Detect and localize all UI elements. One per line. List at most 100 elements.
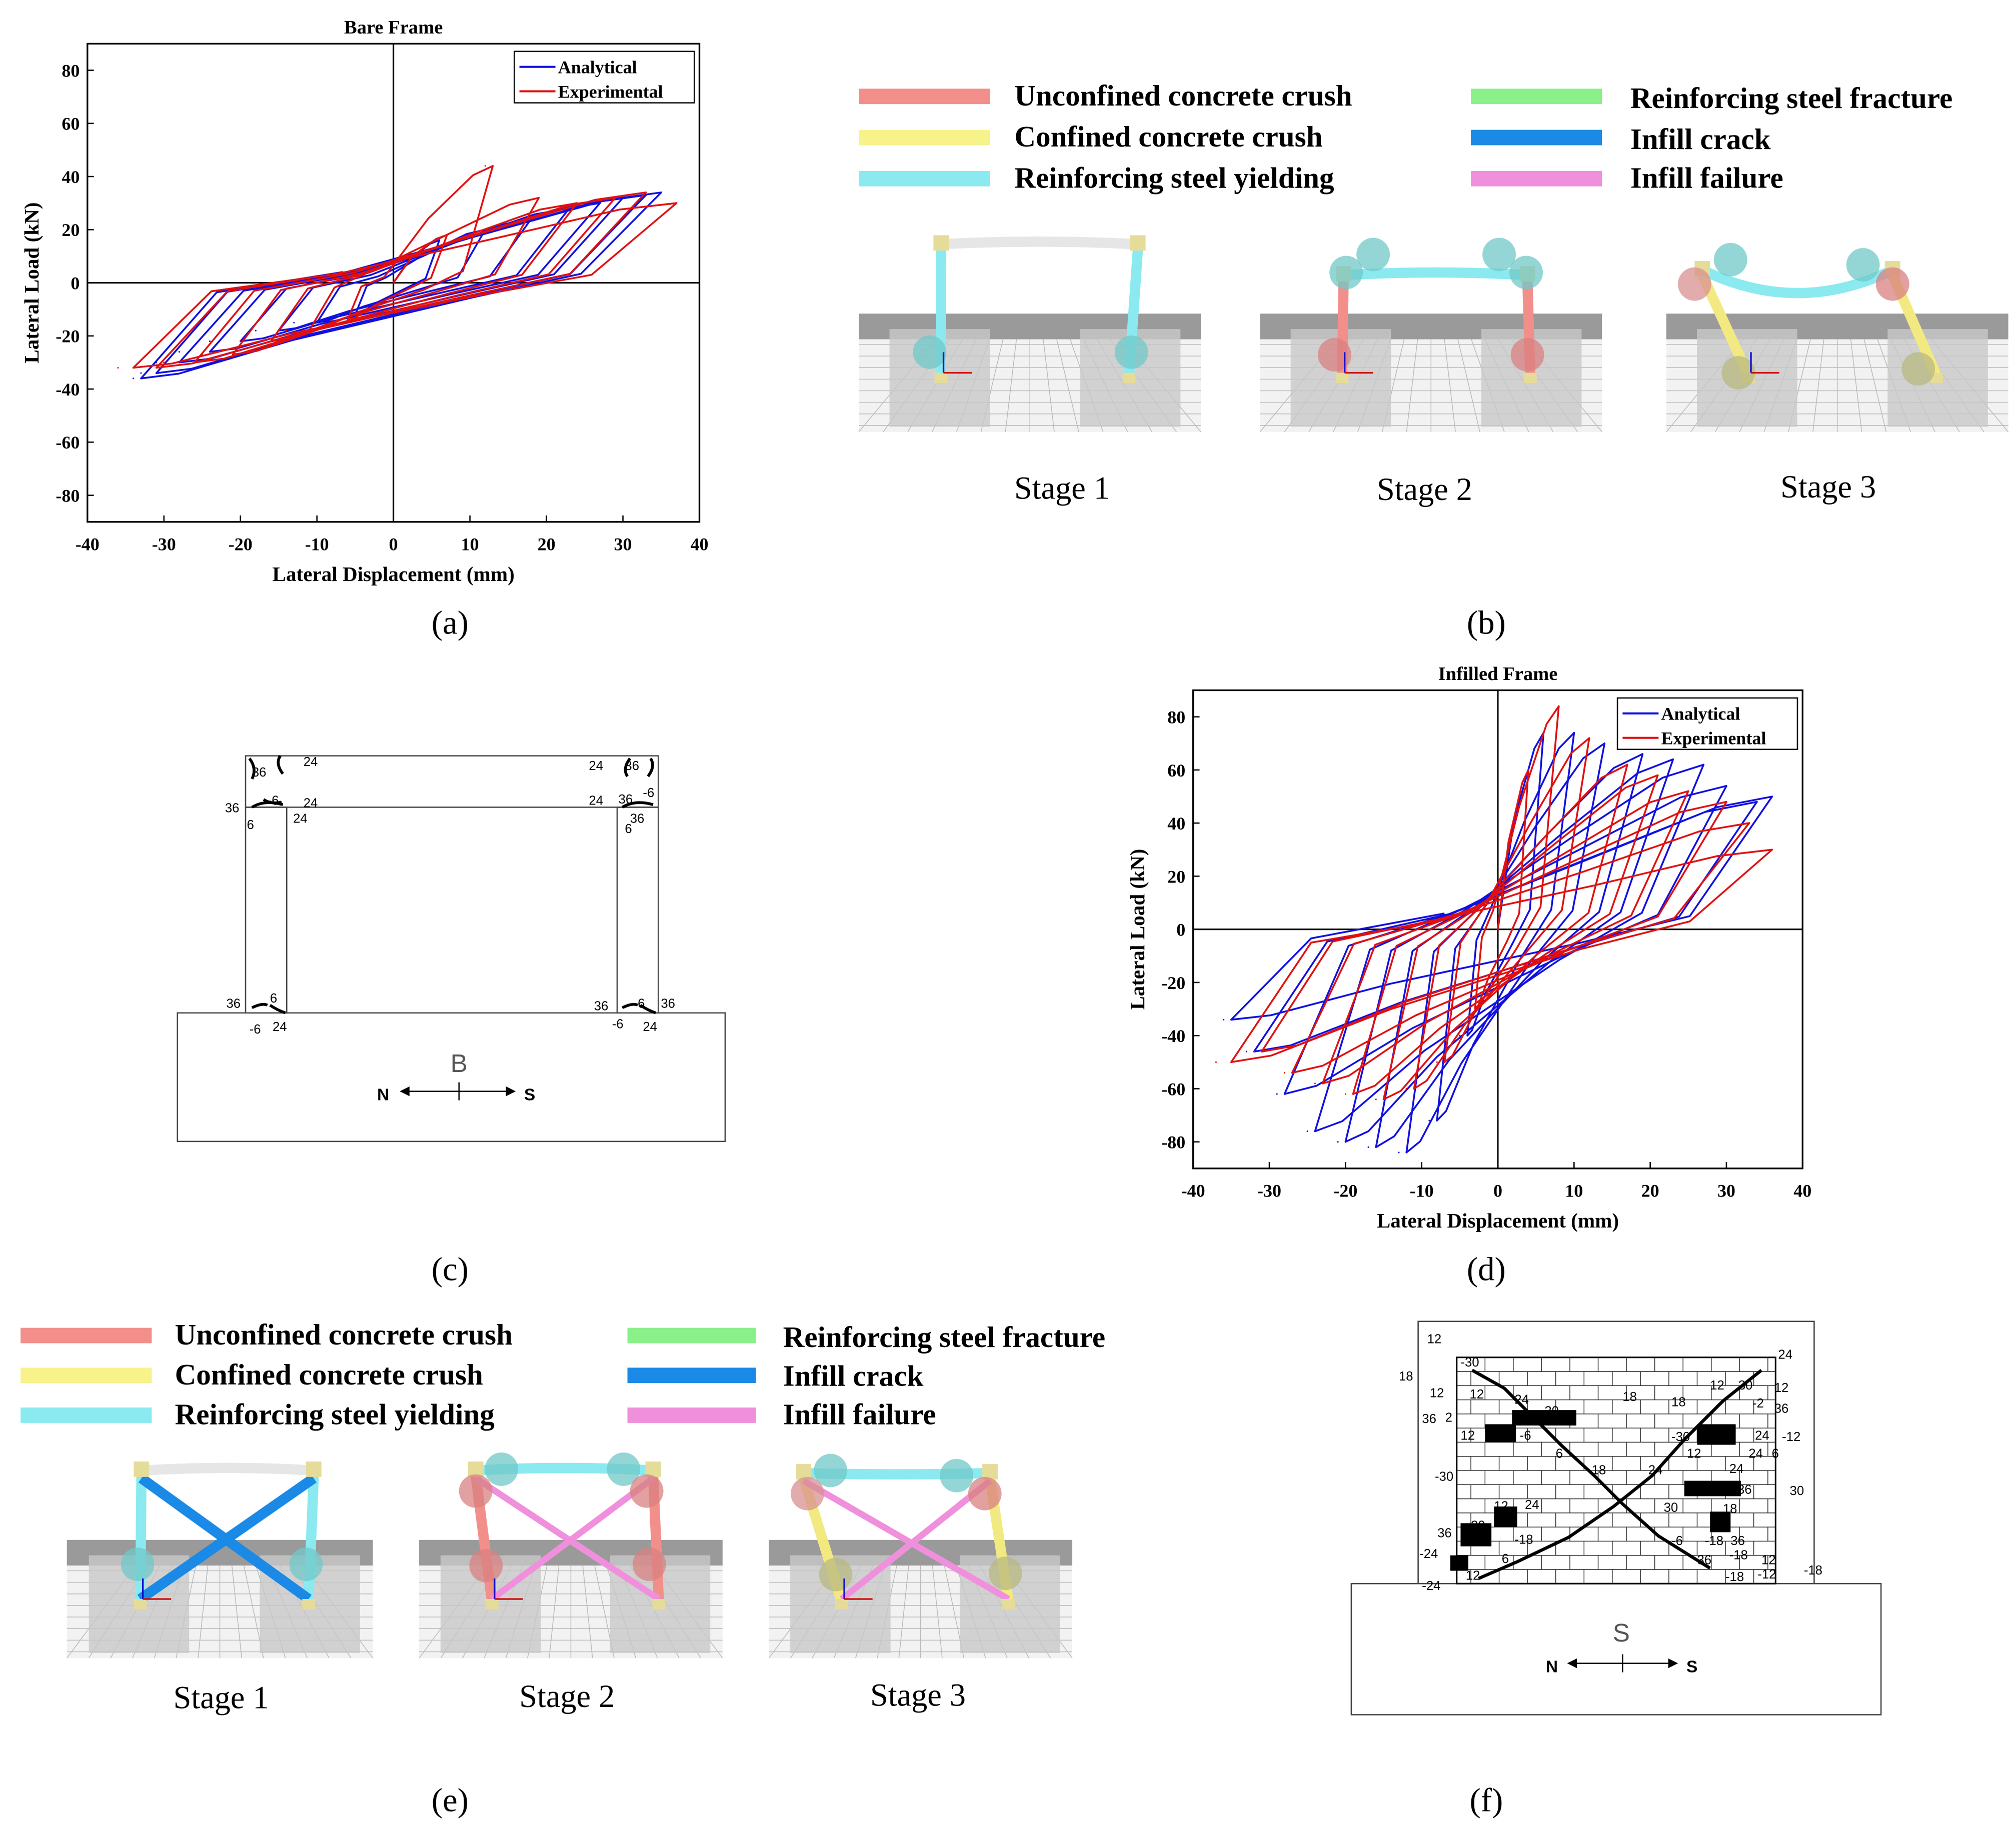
peak-point — [1756, 801, 1757, 802]
crack-label: 12 — [1710, 1378, 1724, 1392]
peak-point — [622, 197, 624, 198]
y-tick-label: 80 — [62, 60, 80, 80]
peak-point — [1748, 822, 1750, 824]
peak-point — [538, 197, 540, 198]
sketch-letter: B — [451, 1048, 468, 1078]
crack-label: 24 — [273, 1020, 287, 1034]
crack-label: 24 — [1525, 1498, 1539, 1512]
y-tick-label: 20 — [1167, 866, 1185, 886]
y-tick-label: 60 — [62, 114, 80, 134]
hinge-marker — [121, 1548, 155, 1581]
peak-point — [133, 367, 134, 368]
crack-label: 36 — [625, 759, 639, 773]
crack-label: 30 — [1664, 1500, 1678, 1514]
failure-legend-b: Unconfined concrete crush Confined concr… — [859, 79, 1952, 194]
hinge-marker — [459, 1474, 493, 1508]
crack-label: -6 — [1520, 1428, 1531, 1442]
series-line-experimental — [134, 166, 677, 368]
crack-label: 36 — [225, 802, 240, 816]
peak-point — [676, 202, 677, 204]
hinge-marker — [1318, 338, 1351, 372]
crack-label: -6 — [1671, 1534, 1683, 1548]
hinge-marker — [913, 336, 946, 369]
joint — [134, 1462, 149, 1477]
crack-label: 24 — [1648, 1464, 1663, 1478]
sketch-letter: S — [1613, 1618, 1630, 1647]
joint — [1130, 235, 1146, 250]
hinge-marker — [485, 1452, 518, 1486]
x-tick-label: -10 — [305, 534, 329, 554]
peak-point — [339, 314, 341, 316]
peak-point — [645, 192, 647, 193]
panel-label-e: (e) — [432, 1782, 469, 1818]
series-line-analytical — [141, 192, 661, 378]
crack-label: 18 — [1723, 1502, 1737, 1516]
crack-label: 24 — [1748, 1446, 1763, 1460]
crack-label: -6 — [268, 794, 279, 808]
peak-point — [1398, 1152, 1399, 1153]
peak-point — [645, 194, 647, 196]
x-tick-label: -10 — [1410, 1180, 1434, 1200]
peak-point — [660, 192, 662, 193]
stage-caption: Stage 1 — [174, 1680, 269, 1716]
stage-caption: Stage 2 — [1377, 472, 1472, 507]
peak-point — [293, 322, 295, 324]
y-tick-label: -40 — [1161, 1026, 1185, 1046]
foundation — [1351, 1584, 1881, 1714]
swatch-infill-failure — [628, 1408, 756, 1423]
panel-label-c: (c) — [432, 1251, 469, 1288]
beam — [142, 1468, 314, 1470]
crack-label: 30 — [1738, 1378, 1753, 1392]
peak-point — [1253, 1051, 1255, 1052]
crack-label: 6 — [247, 818, 254, 832]
support — [935, 373, 948, 384]
y-axis-label: Lateral Load (kN) — [20, 202, 44, 364]
crack-label: -6 — [612, 1018, 624, 1032]
legend-label: Infill crack — [1630, 122, 1771, 156]
crack-label: 18 — [1592, 1464, 1606, 1478]
support — [653, 1599, 666, 1610]
peak-point — [1284, 1072, 1285, 1074]
peak-point — [1604, 742, 1605, 744]
chart-bare-frame: Bare Frame Lateral Displacement (mm) Lat… — [20, 17, 708, 586]
peak-point — [576, 202, 578, 204]
stage-render — [1260, 238, 1602, 432]
failure-legend-e: Unconfined concrete crush Confined concr… — [21, 1318, 1105, 1430]
crack-label: 6 — [1772, 1446, 1779, 1460]
swatch-infill-failure — [1471, 171, 1602, 186]
x-tick-label: 20 — [1641, 1180, 1659, 1200]
y-tick-label: -60 — [56, 432, 80, 452]
y-tick-label: -80 — [1161, 1132, 1185, 1152]
swatch-yielding — [859, 171, 990, 186]
stage-render — [67, 1462, 373, 1658]
crack-label: 24 — [643, 1020, 657, 1034]
swatch-unconfined — [859, 88, 990, 104]
support — [835, 1599, 848, 1610]
peak-point — [209, 340, 211, 342]
peak-point — [202, 354, 203, 355]
crack-label: 18 — [1671, 1395, 1686, 1409]
peak-point — [1375, 1098, 1377, 1100]
legend-entry: Analytical — [1661, 704, 1740, 724]
panel-label-f: (f) — [1469, 1782, 1503, 1818]
peak-point — [156, 362, 157, 363]
series-layer — [117, 165, 677, 379]
peak-point — [332, 319, 333, 320]
y-tick-label: 0 — [1176, 920, 1185, 940]
peak-point — [1215, 1062, 1217, 1063]
stage-caption: Stage 3 — [1780, 469, 1876, 504]
crack-label: 12 — [1466, 1569, 1480, 1583]
legend-entry: Analytical — [558, 58, 637, 78]
peak-point — [1558, 706, 1559, 707]
crack-label: 30 — [1790, 1484, 1804, 1498]
peak-point — [1588, 738, 1590, 739]
crack-label: 6 — [1502, 1552, 1509, 1566]
peak-point — [1687, 790, 1689, 792]
crack-label: 6 — [270, 992, 277, 1006]
crack-label: 24 — [1729, 1462, 1744, 1476]
hinge-marker — [1356, 238, 1390, 272]
chart-infilled-frame: Infilled Frame Lateral Displacement (mm)… — [1126, 664, 1811, 1232]
